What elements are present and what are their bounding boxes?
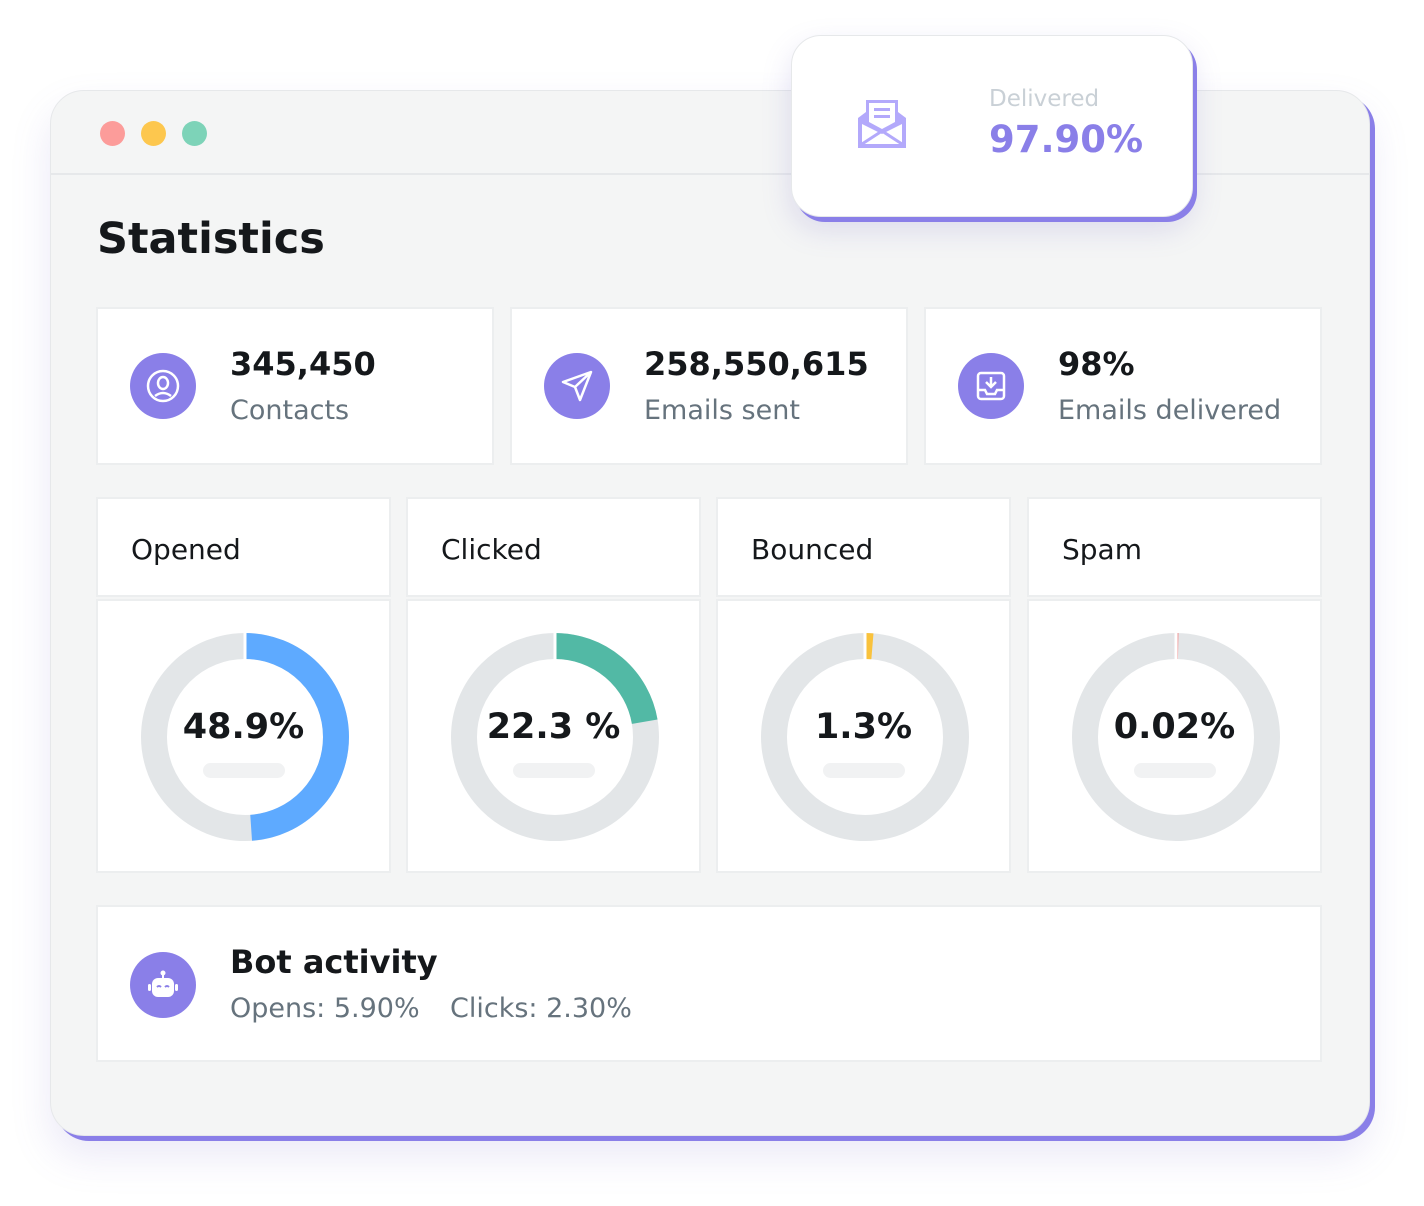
- donut-title: Spam: [1062, 533, 1142, 566]
- bot-activity-title: Bot activity: [230, 943, 438, 981]
- page-title: Statistics: [97, 214, 325, 264]
- donut-card: 22.3 %: [406, 599, 701, 873]
- donut-card: 48.9%: [96, 599, 391, 873]
- stat-value: 98%: [1058, 345, 1135, 383]
- inbox-download-icon: [958, 353, 1024, 419]
- stat-card: 98% Emails delivered: [924, 307, 1322, 465]
- donut-placeholder-bar: [202, 763, 285, 778]
- user-circle-icon: [130, 353, 196, 419]
- robot-icon: [130, 952, 196, 1018]
- stat-card: 258,550,615 Emails sent: [510, 307, 908, 465]
- delivered-label: Delivered: [989, 86, 1100, 112]
- envelope-open-icon: [858, 100, 906, 148]
- stat-value: 345,450: [230, 345, 376, 383]
- stat-value: 258,550,615: [644, 345, 869, 383]
- donut-chart: [451, 632, 659, 841]
- stat-label: Emails sent: [644, 395, 800, 426]
- donut-title: Clicked: [441, 533, 542, 566]
- close-button[interactable]: [100, 121, 125, 146]
- donut-value: 1.3%: [814, 707, 913, 747]
- bot-opens: Opens: 5.90%: [230, 993, 420, 1024]
- stat-card: 345,450 Contacts: [96, 307, 494, 465]
- donut-chart: [141, 632, 349, 841]
- donut-card: 1.3%: [716, 599, 1011, 873]
- donut-chart: [1072, 632, 1280, 841]
- donut-card: 0.02%: [1027, 599, 1322, 873]
- donut-header-opened: Opened: [96, 497, 391, 597]
- stat-label: Contacts: [230, 395, 350, 426]
- donut-value: 48.9%: [182, 707, 305, 747]
- window-titlebar: [51, 91, 1369, 175]
- bot-activity-card: Bot activity Opens: 5.90% Clicks: 2.30%: [96, 905, 1322, 1062]
- minimize-button[interactable]: [141, 121, 166, 146]
- donut-title: Opened: [131, 533, 241, 566]
- bot-clicks: Clicks: 2.30%: [450, 993, 632, 1024]
- paper-plane-icon: [544, 353, 610, 419]
- donut-placeholder-bar: [1133, 763, 1216, 778]
- delivered-popup: Delivered 97.90%: [791, 35, 1193, 217]
- donut-header-clicked: Clicked: [406, 497, 701, 597]
- donut-header-bounced: Bounced: [716, 497, 1011, 597]
- donut-value: 0.02%: [1113, 707, 1236, 747]
- donut-placeholder-bar: [822, 763, 905, 778]
- donut-placeholder-bar: [512, 763, 595, 778]
- donut-header-spam: Spam: [1027, 497, 1322, 597]
- donut-value: 22.3 %: [486, 707, 621, 747]
- donut-chart: [761, 632, 969, 841]
- maximize-button[interactable]: [182, 121, 207, 146]
- stat-label: Emails delivered: [1058, 395, 1282, 426]
- donut-title: Bounced: [751, 533, 874, 566]
- delivered-value: 97.90%: [989, 118, 1144, 161]
